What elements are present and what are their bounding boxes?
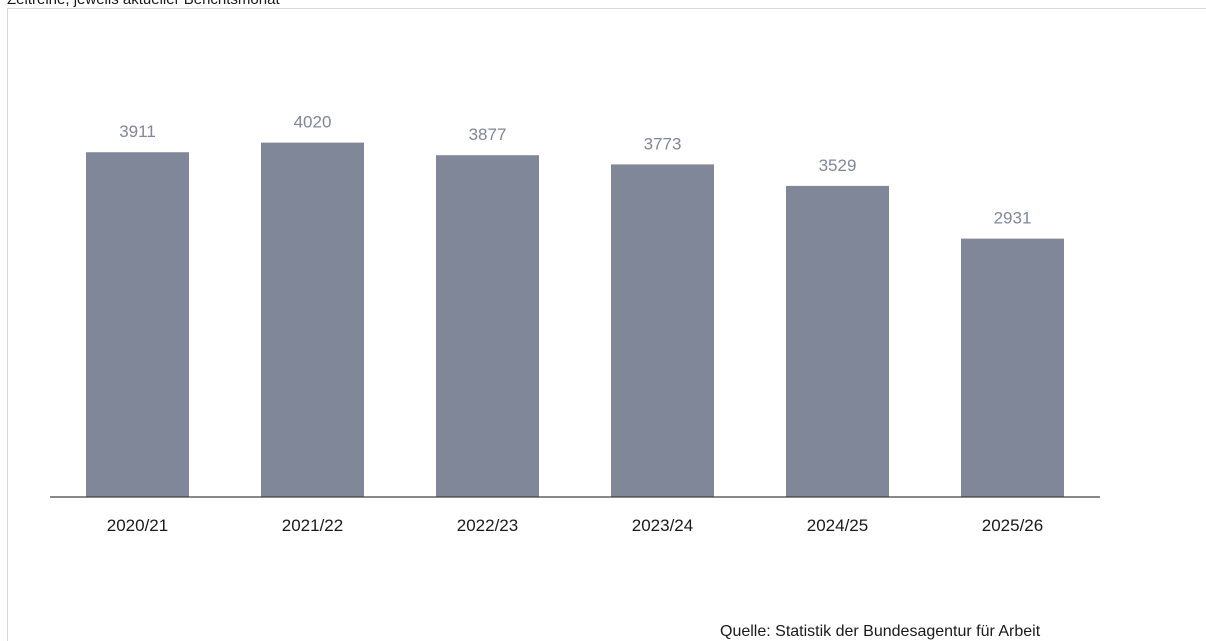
x-tick-label: 2024/25: [807, 516, 868, 535]
x-tick-label: 2023/24: [632, 516, 693, 535]
data-label: 2931: [994, 209, 1032, 228]
data-label: 3877: [469, 125, 507, 144]
data-label: 3773: [644, 134, 682, 153]
bar: [86, 152, 189, 497]
source-note: Quelle: Statistik der Bundesagentur für …: [720, 623, 1041, 640]
x-tick-label: 2025/26: [982, 516, 1043, 535]
chart-subtitle: Zeitreihe, jeweils aktueller Berichtsmon…: [7, 0, 280, 9]
bar: [261, 142, 364, 497]
bar: [436, 155, 539, 498]
x-tick-label: 2022/23: [457, 516, 518, 535]
x-tick-label: 2021/22: [282, 516, 343, 535]
bar: [611, 164, 714, 497]
data-label: 3911: [119, 122, 156, 141]
bar: [786, 185, 889, 497]
x-tick-label: 2020/21: [107, 516, 168, 535]
bar: [961, 238, 1064, 498]
chart-frame: [7, 8, 1206, 641]
data-label: 3529: [819, 156, 857, 175]
data-label: 4020: [294, 113, 332, 132]
